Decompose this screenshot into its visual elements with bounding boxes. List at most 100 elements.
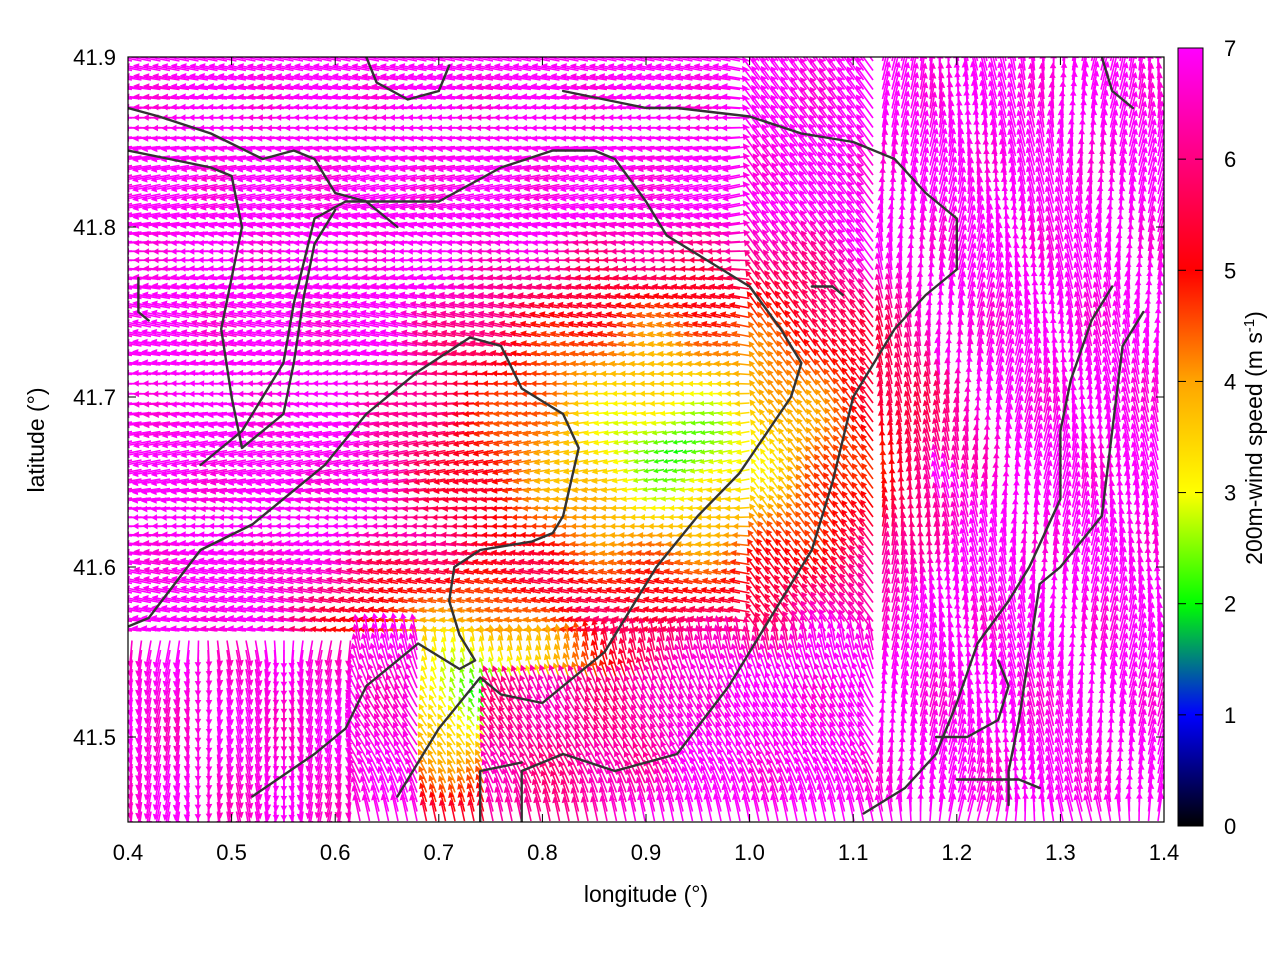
wind-vector-shaft (1090, 57, 1098, 81)
wind-vector-head (103, 93, 109, 100)
wind-vector-shaft (490, 85, 513, 91)
wind-vector-shaft (546, 75, 570, 81)
wind-vector-shaft (262, 75, 285, 81)
wind-vector-head (674, 63, 681, 70)
wind-vector-shaft (613, 65, 636, 72)
wind-vector-head (1131, 71, 1138, 79)
wind-vector-head (894, 43, 900, 50)
wind-vector-head (1083, 43, 1090, 50)
wind-vector-head (484, 83, 492, 90)
wind-vector-head (524, 57, 529, 60)
wind-vector-head (751, 75, 758, 82)
wind-vector-head (170, 63, 178, 70)
wind-vector-shaft (1109, 57, 1117, 81)
wind-vector-head (616, 93, 623, 100)
wind-vector-head (694, 93, 701, 101)
wind-vector-head (143, 103, 150, 111)
wind-vector-shaft (233, 65, 256, 72)
wind-vector-head (227, 83, 234, 90)
wind-vector-head (503, 63, 510, 70)
wind-vector-head (237, 93, 244, 101)
wind-vector-head (520, 93, 528, 100)
wind-vector-shaft (793, 81, 808, 100)
wind-vector-head (113, 83, 119, 90)
wind-vector-shaft (233, 85, 256, 91)
wind-vector-shaft (773, 61, 789, 81)
wind-vector-head (988, 34, 994, 41)
wind-vector-head (113, 135, 119, 142)
wind-vector-head (598, 73, 605, 80)
wind-vector-head (751, 57, 758, 64)
wind-vector-head (161, 63, 168, 70)
wind-vector-shaft (690, 75, 712, 81)
wind-vector-shaft (271, 65, 294, 72)
wind-vector-shaft (699, 65, 722, 72)
wind-vector-shaft (632, 65, 655, 72)
wind-vector-shaft (783, 61, 798, 81)
wind-vector-shaft (708, 75, 731, 81)
wind-vector-shaft (891, 57, 897, 71)
wind-vector-head (969, 43, 975, 50)
wind-vector-shaft (821, 57, 827, 62)
wind-vector-head (921, 72, 928, 79)
wind-vector-shaft (631, 95, 655, 100)
wind-vector-head (143, 83, 150, 90)
wind-vector-head (885, 34, 891, 41)
wind-vector-shaft (1019, 77, 1026, 100)
wind-vector-head (970, 70, 977, 77)
wind-vector-head (466, 103, 473, 111)
wind-vector-shaft (395, 65, 418, 72)
wind-vector-head (380, 93, 387, 101)
wind-vector-head (293, 103, 300, 111)
wind-vector-head (351, 83, 359, 90)
wind-vector-head (142, 73, 150, 80)
wind-vector-head (512, 73, 519, 80)
wind-vector-shaft (309, 65, 332, 72)
wind-vector-head (182, 57, 187, 60)
wind-vector-shaft (385, 75, 408, 81)
wind-vector-head (856, 57, 863, 64)
wind-vector-head (790, 76, 797, 84)
wind-vector-head (712, 63, 719, 70)
wind-vector-shaft (576, 75, 598, 81)
wind-vector-shaft (783, 57, 789, 62)
wind-vector-head (400, 57, 405, 60)
wind-vector-head (257, 93, 264, 101)
wind-vector-head (133, 103, 140, 111)
wind-vector-head (944, 33, 951, 39)
wind-vector-head (920, 57, 928, 60)
wind-vector-head (1113, 43, 1119, 50)
wind-vector-head (475, 83, 482, 90)
wind-vector-shaft (1119, 57, 1124, 71)
wind-vector-shaft (508, 85, 532, 91)
wind-vector-head (170, 93, 177, 100)
wind-vector-head (227, 63, 235, 70)
wind-vector-head (1071, 70, 1078, 77)
wind-vector-head (1130, 33, 1137, 39)
wind-vector-head (426, 72, 433, 80)
wind-vector-shaft (376, 65, 399, 72)
wind-vector-head (161, 93, 169, 101)
wind-vector-head (1052, 33, 1059, 39)
wind-vector-head (161, 103, 168, 111)
wind-vector-shaft (223, 65, 247, 72)
wind-vector-shaft (176, 85, 199, 91)
wind-vector-shaft (556, 75, 579, 81)
wind-vector-shaft (1032, 57, 1036, 71)
wind-vector-head (208, 63, 215, 70)
wind-vector-head (114, 146, 120, 153)
wind-vector-head (511, 93, 518, 100)
wind-vector-head (284, 93, 291, 100)
wind-vector-shaft (670, 85, 693, 91)
wind-vector-shaft (805, 57, 817, 71)
wind-vector-head (780, 57, 787, 64)
wind-vector-head (237, 63, 244, 70)
wind-vector-shaft (508, 95, 532, 100)
wind-vector-shaft (859, 57, 865, 62)
wind-vector-shaft (881, 76, 889, 100)
wind-vector-head (760, 75, 767, 82)
wind-vector-head (294, 63, 301, 70)
wind-vector-head (828, 76, 835, 84)
wind-vector-head (293, 73, 301, 80)
wind-vector-shaft (262, 65, 285, 72)
